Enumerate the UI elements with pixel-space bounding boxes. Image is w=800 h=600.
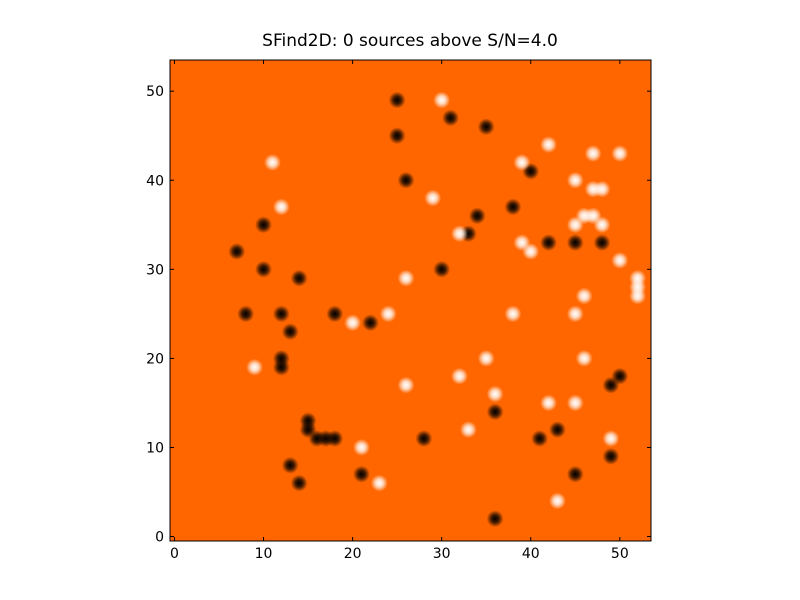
source-blob	[459, 421, 477, 439]
source-blob	[370, 474, 388, 492]
image-background	[170, 60, 651, 541]
source-blob	[326, 430, 344, 448]
source-blob	[451, 225, 468, 243]
y-tick-label: 30	[146, 262, 164, 278]
y-tick-label: 0	[155, 530, 164, 546]
source-blob	[611, 367, 629, 385]
source-blob	[415, 430, 433, 448]
source-blob	[611, 251, 629, 269]
source-blob	[272, 198, 290, 216]
y-tick-label: 40	[146, 173, 164, 189]
source-blob	[255, 216, 272, 234]
source-blob	[442, 109, 460, 127]
source-blob	[531, 430, 549, 448]
source-blob	[575, 287, 593, 305]
source-blob	[566, 216, 584, 234]
source-blob	[549, 421, 566, 439]
source-blob	[344, 314, 362, 332]
source-blob	[388, 91, 406, 109]
source-blob	[326, 305, 344, 323]
source-blob	[566, 465, 584, 483]
source-blob	[228, 243, 246, 260]
source-blob	[486, 510, 504, 528]
source-blob	[593, 216, 611, 234]
source-blob	[486, 403, 504, 421]
source-blob	[540, 136, 558, 154]
source-blob	[477, 349, 495, 367]
source-blob	[246, 358, 264, 376]
source-blob	[468, 207, 486, 225]
source-blob	[361, 314, 379, 332]
x-tick-label: 0	[170, 546, 179, 562]
source-blob	[540, 234, 558, 252]
source-blob	[272, 305, 290, 323]
source-blob	[566, 171, 584, 189]
source-blob	[584, 145, 602, 162]
source-blob	[397, 171, 415, 189]
source-blob	[379, 305, 397, 323]
source-blob	[353, 465, 370, 483]
source-blob	[513, 153, 531, 171]
source-blob	[290, 269, 308, 287]
source-blob	[593, 234, 611, 252]
source-blob	[486, 385, 504, 403]
y-tick-label: 20	[146, 351, 164, 367]
x-tick-label: 10	[255, 546, 273, 562]
source-blob	[353, 439, 370, 456]
source-blob	[281, 323, 299, 341]
source-blob	[566, 234, 584, 252]
source-blob	[629, 287, 647, 305]
source-blob	[433, 91, 451, 109]
source-blob	[522, 243, 540, 260]
source-blob	[566, 394, 584, 412]
source-blob	[566, 305, 584, 323]
y-tick-label: 10	[146, 440, 164, 456]
source-blob	[451, 367, 468, 385]
source-blob	[424, 189, 442, 207]
chart-title: SFind2D: 0 sources above S/N=4.0	[262, 31, 558, 51]
source-blob	[272, 358, 290, 376]
x-tick-label: 40	[522, 546, 540, 562]
source-blob	[602, 447, 620, 465]
source-blob	[504, 305, 522, 323]
source-blob	[290, 474, 308, 492]
x-tick-label: 20	[344, 546, 362, 562]
source-blob	[397, 269, 415, 287]
source-blob	[602, 430, 620, 448]
source-blob	[263, 153, 281, 171]
source-blob	[504, 198, 522, 216]
source-blob	[540, 394, 558, 412]
source-blob	[575, 349, 593, 367]
source-blob	[593, 180, 611, 198]
source-blob	[611, 145, 629, 162]
source-blob	[255, 260, 272, 278]
source-blob	[549, 492, 566, 510]
x-tick-label: 30	[433, 546, 451, 562]
source-blob	[397, 376, 415, 394]
source-blob	[237, 305, 255, 323]
source-blob	[477, 118, 495, 136]
source-blob	[388, 127, 406, 145]
y-tick-label: 50	[146, 84, 164, 100]
x-tick-label: 50	[611, 546, 629, 562]
plot-frame	[169, 59, 652, 542]
image-layer	[228, 91, 647, 528]
source-blob	[433, 260, 451, 278]
source-blob	[281, 456, 299, 474]
